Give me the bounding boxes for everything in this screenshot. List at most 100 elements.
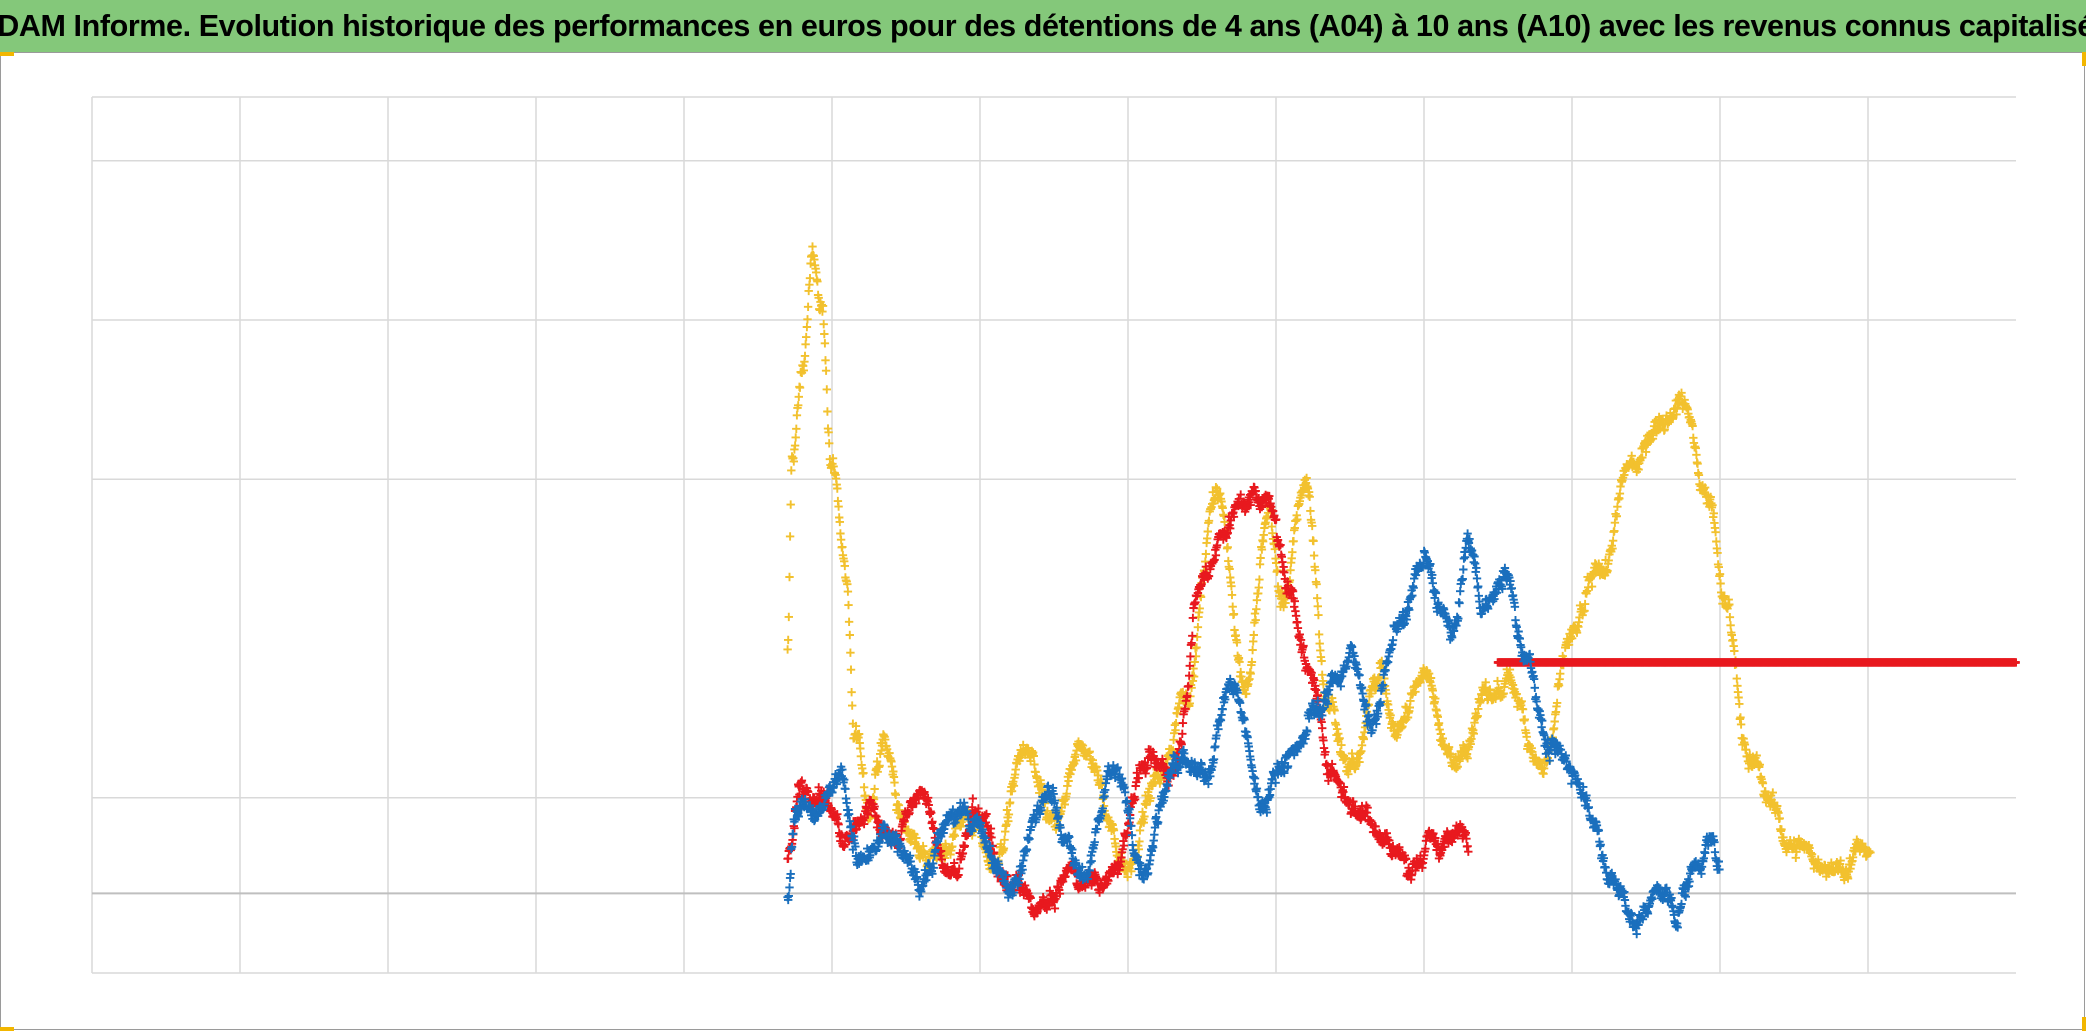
- data-point: [1428, 579, 1437, 588]
- data-point: [835, 517, 844, 527]
- data-point: [1289, 537, 1298, 546]
- data-point: [1305, 492, 1314, 501]
- data-point: [821, 366, 831, 375]
- data-point: [1382, 689, 1391, 698]
- data-point: [1775, 814, 1784, 823]
- data-point: [1536, 715, 1546, 724]
- data-point: [1608, 536, 1618, 545]
- data-point: [1203, 527, 1212, 536]
- data-point: [846, 665, 856, 674]
- data-point: [1612, 512, 1621, 521]
- data-point: [859, 783, 869, 792]
- data-point: [1357, 741, 1367, 750]
- data-point: [784, 854, 793, 863]
- data-point: [1186, 652, 1195, 661]
- data-point: [1735, 699, 1744, 709]
- data-point: [1510, 602, 1520, 611]
- data-point: [1000, 835, 1009, 844]
- data-point: [1220, 517, 1229, 527]
- data-point: [1716, 579, 1725, 588]
- data-point: [1505, 665, 1515, 674]
- data-point: [1007, 787, 1017, 796]
- data-point: [1227, 590, 1237, 600]
- data-point: [786, 869, 795, 879]
- data-point: [1257, 545, 1267, 554]
- data-point: [803, 315, 812, 324]
- data-point: [848, 701, 857, 710]
- data-point: [1123, 872, 1132, 882]
- data-point: [1251, 615, 1260, 625]
- data-point: [791, 433, 800, 442]
- data-point: [1692, 450, 1701, 459]
- data-point: [1693, 459, 1702, 468]
- data-point: [1273, 566, 1282, 575]
- data-point: [1761, 787, 1770, 796]
- data-point: [825, 439, 834, 448]
- data-point: [1777, 825, 1786, 834]
- data-point: [1188, 613, 1198, 623]
- data-point: [797, 776, 807, 785]
- data-point: [1256, 553, 1265, 563]
- data-point: [1317, 656, 1326, 666]
- data-point: [1135, 837, 1144, 846]
- data-point: [1337, 740, 1346, 750]
- data-point: [1085, 747, 1094, 756]
- data-point: [927, 808, 936, 817]
- data-point: [1335, 734, 1344, 743]
- data-point: [1249, 630, 1258, 640]
- data-point: [1332, 724, 1342, 734]
- data-point: [1288, 548, 1297, 557]
- data-point: [859, 768, 868, 778]
- data-point: [818, 301, 828, 311]
- data-point: [1178, 718, 1188, 728]
- data-point: [1446, 750, 1455, 759]
- data-point: [1534, 705, 1543, 714]
- data-point: [1467, 734, 1476, 744]
- data-point: [1709, 509, 1718, 518]
- data-point: [1615, 489, 1625, 498]
- data-point: [1677, 388, 1686, 397]
- data-point: [1648, 434, 1658, 443]
- data-point: [820, 329, 829, 339]
- data-point: [802, 332, 811, 342]
- data-point: [833, 484, 842, 493]
- data-point: [1248, 645, 1257, 655]
- data-point: [999, 844, 1009, 853]
- data-point: [1610, 518, 1620, 527]
- data-point: [1473, 711, 1482, 721]
- data-point: [1453, 762, 1462, 771]
- data-point: [1314, 630, 1324, 639]
- data-point: [1708, 501, 1717, 510]
- data-point: [843, 580, 852, 589]
- data-point: [1246, 669, 1255, 678]
- data-point: [1456, 587, 1465, 596]
- data-point: [1002, 805, 1012, 815]
- data-point: [821, 356, 830, 365]
- data-point: [893, 800, 902, 809]
- data-point: [1029, 751, 1038, 761]
- data-point: [1426, 673, 1436, 683]
- data-point: [819, 320, 828, 329]
- data-point: [1522, 732, 1531, 741]
- data-point: [915, 854, 925, 863]
- data-point: [1730, 646, 1739, 656]
- data-point: [1088, 756, 1097, 765]
- data-point: [838, 542, 847, 552]
- corner-marker-top-right: [2082, 52, 2086, 66]
- data-point: [1711, 528, 1720, 537]
- data-point: [1030, 760, 1039, 769]
- corner-marker-bottom-left: [0, 1027, 14, 1031]
- data-point: [1458, 574, 1467, 584]
- chart-frame: [0, 52, 2085, 1030]
- data-point: [1212, 484, 1222, 493]
- data-point: [1406, 696, 1415, 706]
- data-point: [1424, 669, 1434, 678]
- data-point: [1474, 704, 1483, 714]
- data-point: [1330, 706, 1339, 715]
- data-point: [851, 721, 861, 731]
- data-point: [1732, 674, 1741, 683]
- corner-marker-bottom-right: [2082, 1017, 2086, 1031]
- data-point: [1311, 685, 1321, 695]
- grid: [91, 96, 2016, 974]
